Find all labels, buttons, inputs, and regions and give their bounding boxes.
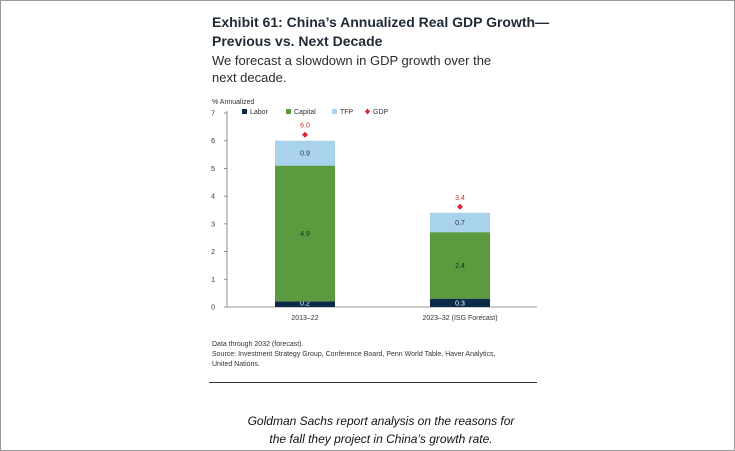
data-label-tfp-2: 0.7	[455, 220, 465, 227]
bar-tfp-2	[430, 212, 490, 233]
chart-title-line-1: Exhibit 61: China’s Annualized Real GDP …	[212, 14, 550, 30]
data-label-tfp-1: 0.9	[300, 151, 310, 158]
y-tick-label-7: 7	[211, 111, 215, 118]
y-tick-label-5: 5	[211, 166, 215, 173]
chart-title-line-2: Previous vs. Next Decade	[212, 33, 383, 49]
gdp-label-2: 3.4	[455, 195, 465, 202]
caption-line-2: the fall they project in China’s growth …	[269, 432, 493, 446]
bar-capital-2	[430, 232, 490, 299]
data-note: Data through 2032 (forecast).	[212, 341, 304, 348]
legend-swatch-labor	[242, 109, 247, 114]
chart-title: Exhibit 61: China’s Annualized Real GDP …	[212, 13, 552, 51]
stacked-bar-chart: % Annualized Labor Capital TFP GDP 0 1 2 3 4 5 6 7 0.…	[211, 99, 537, 322]
bar-labor-1	[275, 301, 335, 307]
gdp-label-1: 6.0	[300, 123, 310, 130]
y-tick-label-1: 1	[211, 277, 215, 284]
bar-capital-1	[275, 165, 335, 302]
gdp-marker-1	[302, 131, 308, 138]
data-label-labor-2: 0.3	[455, 301, 465, 308]
chart-notes: Data through 2032 (forecast). Source: In…	[212, 340, 542, 370]
image-caption: Goldman Sachs report analysis on the rea…	[181, 412, 581, 448]
chart-subtitle-line-1: We forecast a slowdown in GDP growth ove…	[212, 53, 492, 68]
legend-label-capital: Capital	[294, 109, 316, 116]
legend-label-labor: Labor	[250, 109, 269, 116]
legend-label-tfp: TFP	[340, 109, 354, 116]
bottom-rule	[209, 382, 537, 383]
chart-subtitle-line-2: next decade.	[212, 70, 287, 85]
legend-swatch-gdp	[365, 108, 370, 115]
legend-swatch-capital	[286, 109, 291, 114]
y-tick-label-3: 3	[211, 221, 215, 228]
x-tick-label-2: 2023–32 (ISG Forecast)	[422, 315, 497, 322]
bar-tfp-1	[275, 140, 335, 166]
source-line-2: United Nations.	[212, 361, 260, 368]
y-tick-label-6: 6	[211, 138, 215, 145]
y-axis-title: % Annualized	[212, 99, 255, 106]
y-tick-label-4: 4	[211, 194, 215, 201]
gdp-marker-2	[457, 203, 463, 210]
data-label-labor-1: 0.2	[300, 301, 310, 308]
chart-subtitle: We forecast a slowdown in GDP growth ove…	[212, 52, 532, 86]
y-tick-label-2: 2	[211, 249, 215, 256]
bar-labor-2	[430, 298, 490, 307]
legend-swatch-tfp	[332, 109, 337, 114]
y-tick-label-0: 0	[211, 305, 215, 312]
data-label-capital-2: 2.4	[455, 263, 465, 270]
legend-label-gdp: GDP	[373, 109, 389, 116]
x-tick-label-1: 2013–22	[291, 315, 318, 322]
data-label-capital-1: 4.9	[300, 231, 310, 238]
caption-line-1: Goldman Sachs report analysis on the rea…	[247, 414, 515, 428]
source-line-1: Source: Investment Strategy Group, Confe…	[212, 351, 496, 358]
